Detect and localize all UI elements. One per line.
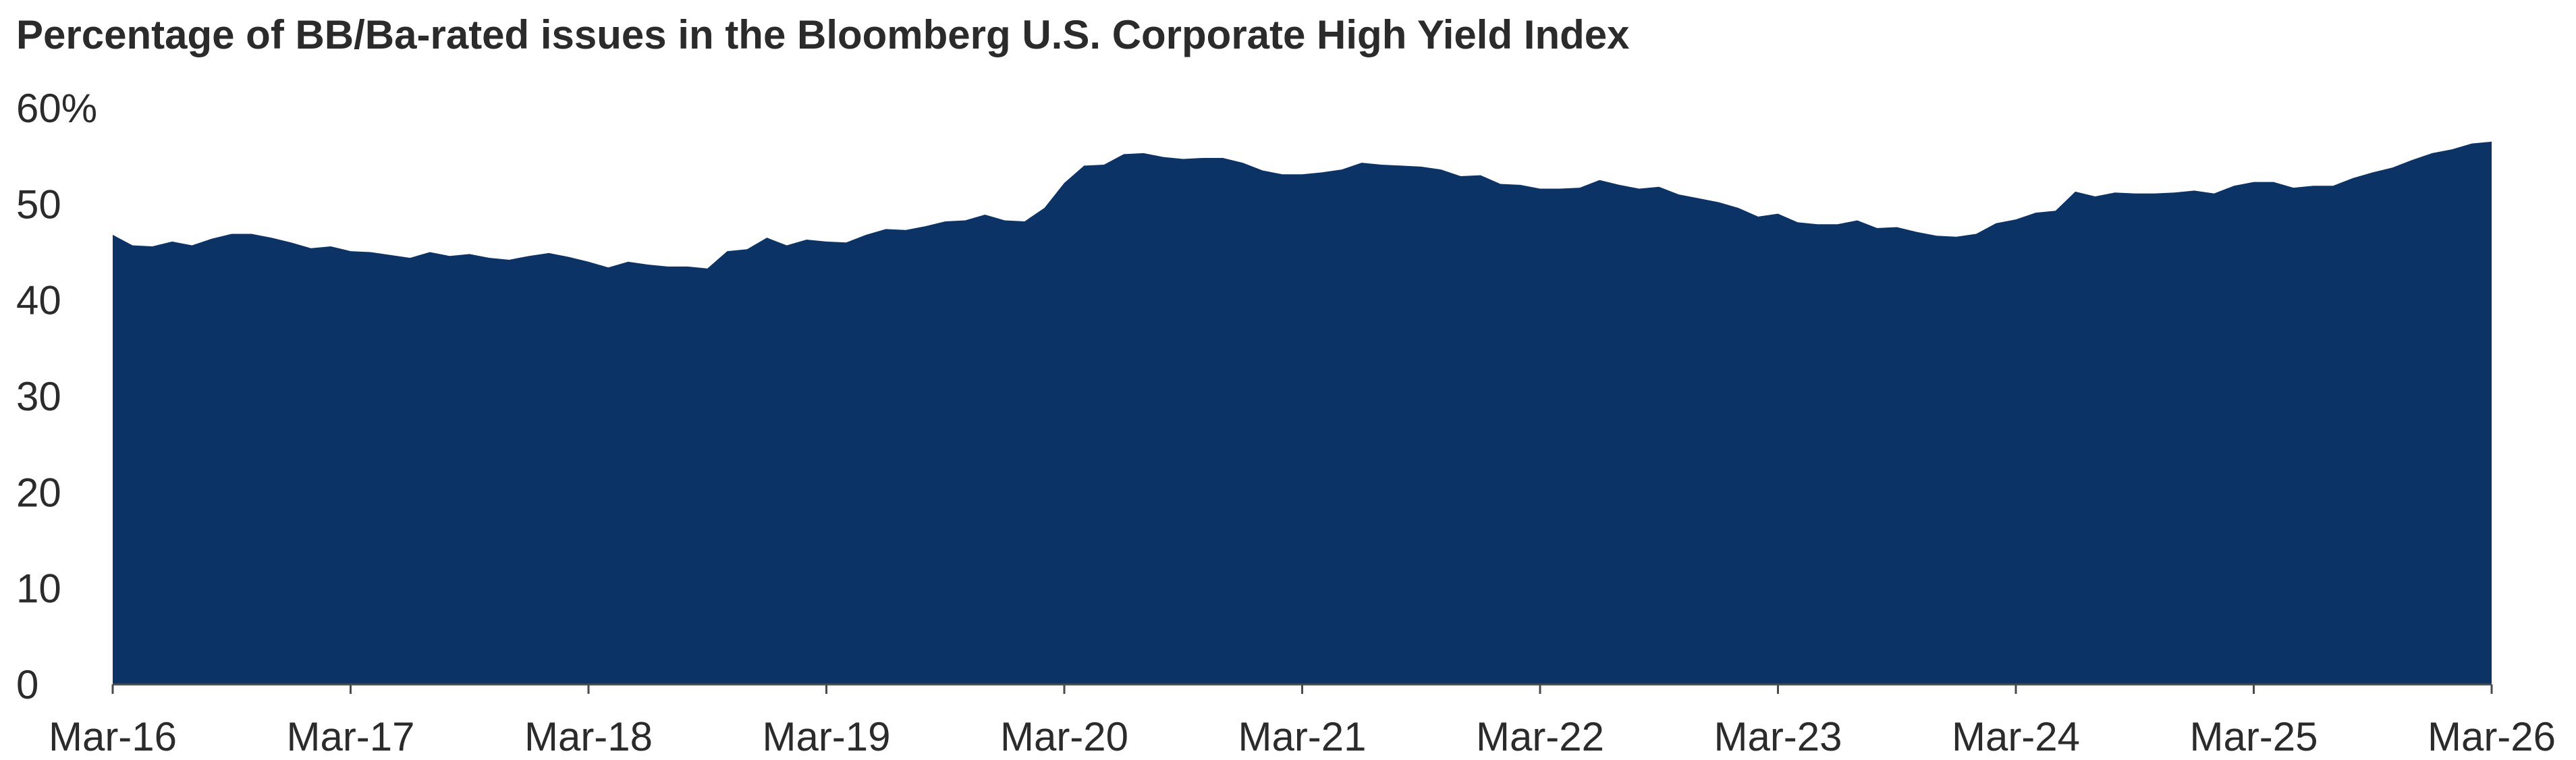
y-tick-label: 20 xyxy=(16,470,61,515)
y-tick-label: 0 xyxy=(16,662,38,707)
y-tick-label: 10 xyxy=(16,566,61,612)
x-tick-label: Mar-20 xyxy=(1000,714,1128,759)
x-tick-label: Mar-21 xyxy=(1238,714,1366,759)
chart-title: Percentage of BB/Ba-rated issues in the … xyxy=(16,12,1630,57)
x-tick-label: Mar-22 xyxy=(1476,714,1604,759)
x-tick-label: Mar-25 xyxy=(2189,714,2318,759)
y-tick-label: 50 xyxy=(16,182,61,227)
x-axis-ticks: Mar-16 Mar-17 Mar-18 Mar-19 Mar-20 Mar-21 Mar-… xyxy=(49,684,2556,759)
x-tick-label: Mar-18 xyxy=(524,714,653,759)
area-series xyxy=(113,141,2492,684)
x-tick-label: Mar-17 xyxy=(286,714,414,759)
x-tick-label: Mar-19 xyxy=(762,714,890,759)
x-tick-label: Mar-23 xyxy=(1714,714,1842,759)
y-tick-label: 30 xyxy=(16,374,61,419)
y-tick-label: 40 xyxy=(16,278,61,323)
x-tick-label: Mar-24 xyxy=(1952,714,2080,759)
y-axis-ticks: 0 10 20 30 40 50 60% xyxy=(16,86,97,707)
x-tick-label: Mar-16 xyxy=(49,714,177,759)
x-tick-label: Mar-26 xyxy=(2428,714,2556,759)
y-tick-label: 60% xyxy=(16,86,97,131)
